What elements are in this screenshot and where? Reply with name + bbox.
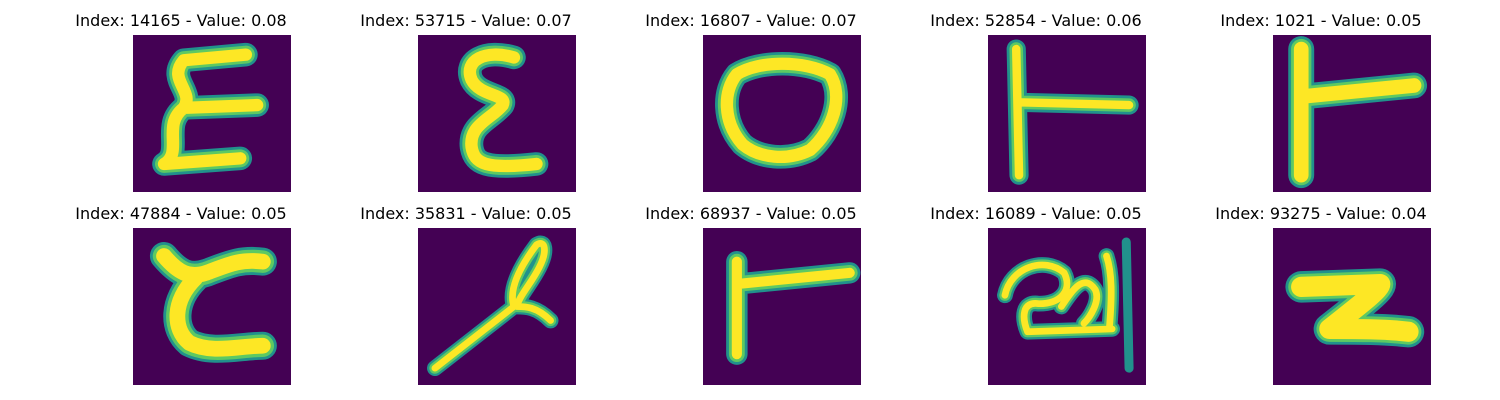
glyph-image-o xyxy=(703,35,861,192)
panel-title: Index: 16807 - Value: 0.07 xyxy=(645,11,857,30)
image-panel xyxy=(418,35,576,192)
grid-cell: Index: 1021 - Value: 0.05 xyxy=(1171,0,1471,192)
panel-title: Index: 93275 - Value: 0.04 xyxy=(1215,204,1427,223)
glyph-image-e xyxy=(133,35,291,192)
glyph-image-c xyxy=(133,228,291,385)
grid-cell: Index: 53715 - Value: 0.07 xyxy=(316,0,616,192)
glyph-image-t xyxy=(1273,35,1431,192)
panel-title: Index: 47884 - Value: 0.05 xyxy=(75,204,287,223)
panel-title: Index: 14165 - Value: 0.08 xyxy=(75,11,287,30)
panel-title: Index: 68937 - Value: 0.05 xyxy=(645,204,857,223)
grid-cell: Index: 52854 - Value: 0.06 xyxy=(886,0,1186,192)
glyph-image-t xyxy=(988,35,1146,192)
glyph-image-t xyxy=(703,228,861,385)
grid-cell: Index: 16807 - Value: 0.07 xyxy=(601,0,901,192)
image-panel xyxy=(133,35,291,192)
grid-cell: Index: 47884 - Value: 0.05 xyxy=(31,193,331,385)
grid-cell: Index: 14165 - Value: 0.08 xyxy=(31,0,331,192)
image-panel xyxy=(703,228,861,385)
panel-title: Index: 1021 - Value: 0.05 xyxy=(1220,11,1422,30)
panel-title: Index: 35831 - Value: 0.05 xyxy=(360,204,572,223)
glyph-image-z xyxy=(1273,228,1431,385)
panel-title: Index: 53715 - Value: 0.07 xyxy=(360,11,572,30)
image-panel xyxy=(133,228,291,385)
image-panel xyxy=(988,228,1146,385)
image-panel xyxy=(703,35,861,192)
glyph-image-e xyxy=(418,35,576,192)
glyph-image-scribble xyxy=(988,228,1146,385)
panel-title: Index: 16089 - Value: 0.05 xyxy=(930,204,1142,223)
glyph-image-stroke xyxy=(418,228,576,385)
grid-cell: Index: 68937 - Value: 0.05 xyxy=(601,193,901,385)
image-panel xyxy=(418,228,576,385)
grid-cell: Index: 16089 - Value: 0.05 xyxy=(886,193,1186,385)
grid-cell: Index: 93275 - Value: 0.04 xyxy=(1171,193,1471,385)
image-panel xyxy=(1273,228,1431,385)
image-panel xyxy=(988,35,1146,192)
image-panel xyxy=(1273,35,1431,192)
panel-title: Index: 52854 - Value: 0.06 xyxy=(930,11,1142,30)
grid-cell: Index: 35831 - Value: 0.05 xyxy=(316,193,616,385)
